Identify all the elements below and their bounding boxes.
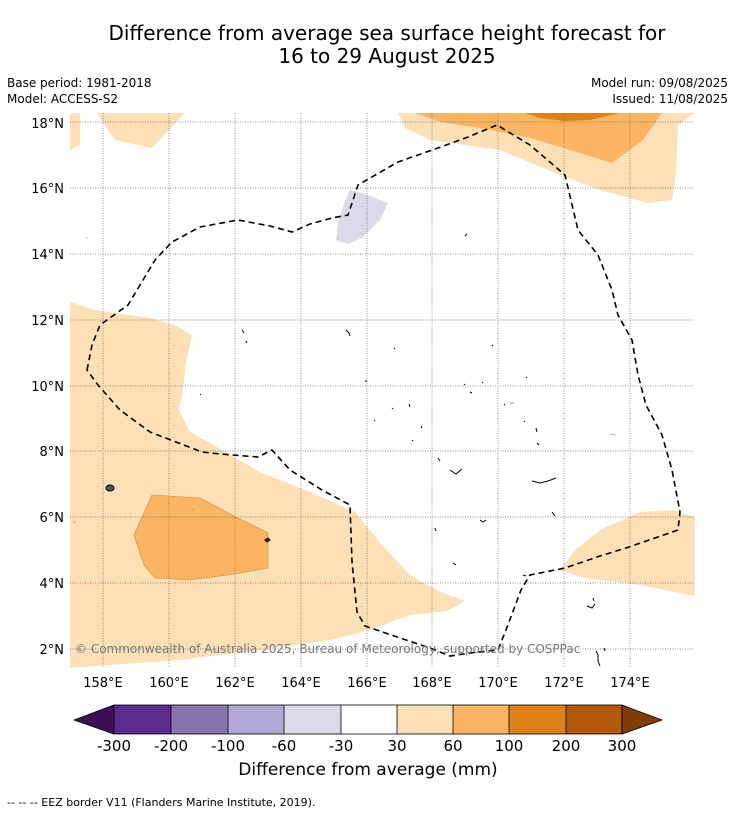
grid-lines — [70, 113, 695, 668]
lat-tick-label: 8°N — [40, 445, 65, 460]
lat-tick-label: 12°N — [31, 314, 64, 329]
colorbar-title: Difference from average (mm) — [238, 760, 498, 780]
colorbar-swatch — [453, 705, 509, 734]
colorbar-extend-low — [72, 704, 115, 735]
lon-tick-labels: 158°E 160°E 162°E 164°E 166°E 168°E 170°… — [83, 676, 650, 691]
islands — [73, 233, 617, 667]
colorbar-dividers — [170, 705, 567, 734]
colorbar-swatch — [114, 705, 171, 734]
colorbar-swatch — [566, 705, 622, 734]
colorbar-swatch — [341, 705, 397, 734]
lon-tick-label: 168°E — [412, 676, 452, 691]
lat-tick-label: 4°N — [40, 577, 65, 592]
lon-tick-label: 164°E — [281, 676, 321, 691]
colorbar-swatch — [228, 705, 284, 734]
colorbar-swatch — [284, 705, 341, 734]
model-name: Model: ACCESS-S2 — [7, 92, 119, 106]
lat-tick-labels: 2°N 4°N 6°N 8°N 10°N 12°N 14°N 16°N 18°N — [31, 117, 64, 658]
colorbar-tick-label: 30 — [387, 737, 406, 755]
lon-tick-label: 166°E — [347, 676, 387, 691]
model-run: Model run: 09/08/2025 — [590, 76, 728, 90]
anomaly-region-northwest-edge — [70, 113, 80, 150]
colorbar-tick-label: -300 — [97, 737, 131, 755]
lon-tick-label: 170°E — [478, 676, 518, 691]
colorbar-tick-label: -30 — [329, 737, 354, 755]
lon-tick-label: 172°E — [544, 676, 584, 691]
colorbar-tick-label: 200 — [552, 737, 581, 755]
colorbar-tick-labels: -300 -200 -100 -60 -30 30 60 100 200 300 — [97, 737, 636, 755]
colorbar-frame — [113, 704, 623, 735]
colorbar — [72, 704, 664, 735]
colorbar-tick-label: -200 — [154, 737, 188, 755]
colorbar-swatch — [397, 705, 453, 734]
colorbar-tick-label: 300 — [608, 737, 637, 755]
base-period: Base period: 1981-2018 — [7, 76, 152, 90]
lat-tick-label: 16°N — [31, 182, 64, 197]
colorbar-extend-high — [621, 704, 664, 735]
colorbar-swatch — [509, 705, 566, 734]
anomaly-region-southeast — [560, 510, 695, 596]
title-line-1: Difference from average sea surface heig… — [108, 21, 666, 45]
metadata-right: Model run: 09/08/2025 Issued: 11/08/2025 — [591, 75, 728, 107]
lon-tick-label: 160°E — [149, 676, 189, 691]
copyright-notice: © Commonwealth of Australia 2025, Bureau… — [75, 642, 580, 656]
lat-tick-label: 14°N — [31, 248, 64, 263]
lat-tick-label: 10°N — [31, 380, 64, 395]
anomaly-region-northeast-core — [415, 113, 662, 163]
lon-tick-label: 158°E — [83, 676, 123, 691]
eez-legend-note: -- -- -- EEZ border V11 (Flanders Marine… — [7, 796, 316, 809]
lat-tick-label: 2°N — [40, 643, 65, 658]
colorbar-tick-label: -100 — [211, 737, 245, 755]
issued-date: Issued: 11/08/2025 — [612, 92, 728, 106]
anomaly-region-northeast-peak — [525, 113, 620, 121]
colorbar-tick-label: 100 — [495, 737, 524, 755]
lon-tick-label: 162°E — [215, 676, 255, 691]
metadata-left: Base period: 1981-2018 Model: ACCESS-S2 — [7, 75, 152, 107]
colorbar-tick-label: -60 — [272, 737, 297, 755]
figure-title: Difference from average sea surface heig… — [0, 22, 736, 68]
colorbar-tick-label: 60 — [443, 737, 462, 755]
map-plot-area: © Commonwealth of Australia 2025, Bureau… — [70, 113, 695, 668]
lat-tick-label: 18°N — [31, 117, 64, 132]
colorbar-swatch — [171, 705, 228, 734]
lon-tick-label: 174°E — [610, 676, 650, 691]
eez-border — [86, 124, 681, 657]
title-line-2: 16 to 29 August 2025 — [278, 44, 496, 68]
anomaly-region-negative — [336, 190, 388, 244]
lat-tick-label: 6°N — [40, 511, 65, 526]
